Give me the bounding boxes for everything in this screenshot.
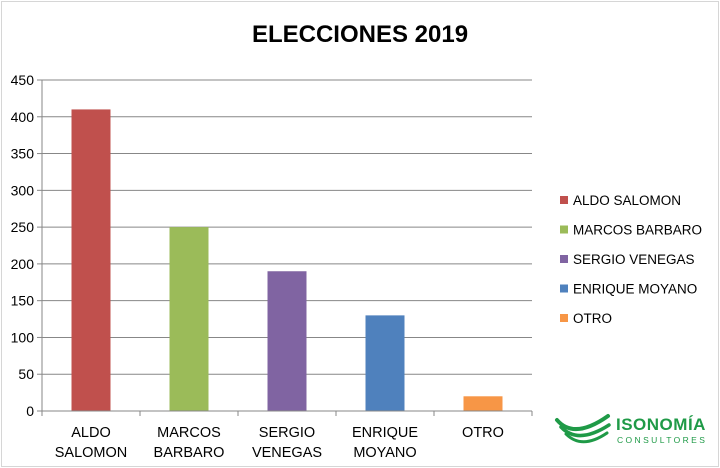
bar[interactable] [71,109,111,411]
y-tick-label: 450 [11,72,35,88]
y-tick-label: 200 [11,256,35,272]
x-category-label: MOYANO [353,445,416,461]
isonomia-logo: ISONOMÍA CONSULTORES [555,414,707,445]
legend-label: MARCOS BARBARO [573,223,702,238]
x-category-label: SALOMON [55,445,128,461]
legend: ALDO SALOMON MARCOS BARBARO SERGIO VENEGAS… [560,193,702,326]
bar[interactable] [267,271,307,411]
chart-title: ELECCIONES 2019 [252,21,468,48]
x-category-label: BARBARO [154,445,225,461]
bar[interactable] [169,227,209,411]
x-category-label: ENRIQUE [352,425,418,441]
bar[interactable] [365,315,405,411]
legend-label: ENRIQUE MOYANO [573,282,697,297]
bar[interactable] [463,396,503,411]
y-tick-label: 0 [26,403,34,419]
logo-swoosh-icon [555,414,611,444]
y-tick-label: 350 [11,146,35,162]
legend-label: ALDO SALOMON [573,193,681,208]
gridlines [42,79,532,375]
x-category-label: VENEGAS [252,445,322,461]
legend-label: SERGIO VENEGAS [573,252,695,267]
legend-swatch [560,225,568,234]
logo-subtitle: CONSULTORES [617,435,707,445]
y-tick-label: 300 [11,182,35,198]
x-category-label: ALDO [71,425,111,441]
x-category-label: SERGIO [259,425,315,441]
bars [71,109,503,411]
y-tick-label: 100 [11,329,35,345]
x-category-label: MARCOS [157,425,221,441]
y-tick-label: 250 [11,219,35,235]
legend-swatch [560,196,568,204]
y-tick-label: 150 [11,293,35,309]
y-axis: 0 50 100 150 200 250 300 350 400 450 [11,72,43,419]
legend-swatch [560,255,568,263]
x-axis: ALDO SALOMON MARCOS BARBARO SERGIO VENEGAS ENR… [41,410,533,461]
y-tick-label: 400 [11,109,35,125]
legend-swatch [560,314,568,322]
legend-label: OTRO [573,311,612,326]
logo-name: ISONOMÍA [616,415,706,434]
x-category-label: OTRO [462,425,504,441]
legend-swatch [560,284,568,293]
y-tick-label: 50 [18,366,34,382]
